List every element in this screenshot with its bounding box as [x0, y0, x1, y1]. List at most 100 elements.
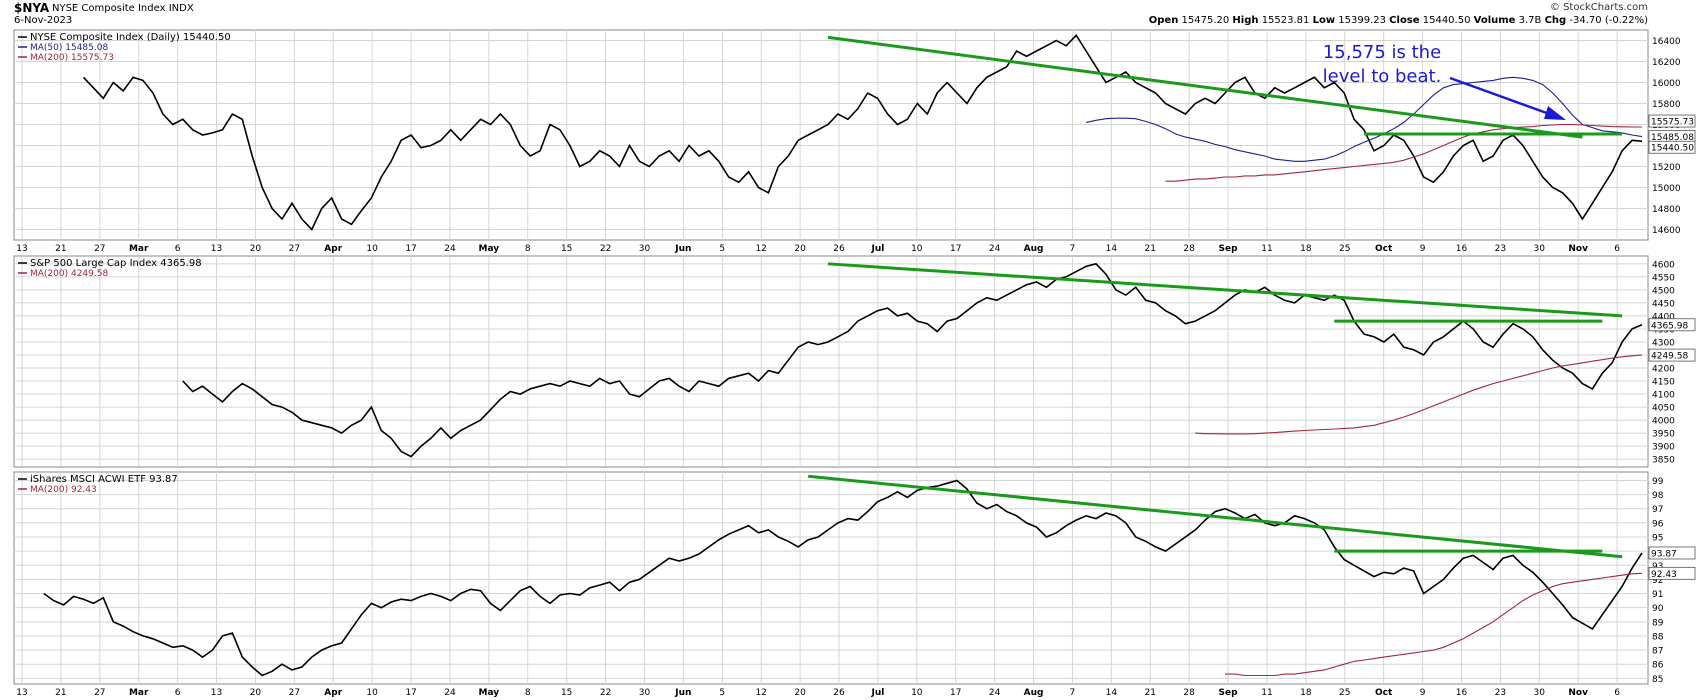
x-axis-label: 6 [1614, 244, 1620, 254]
x-axis-label: 6 [175, 244, 181, 254]
panel-frame [13, 471, 1649, 685]
y-tick-label: 16400 [1652, 37, 1681, 47]
y-tick-label: 86 [1652, 661, 1664, 671]
x-axis-label: 22 [600, 688, 611, 698]
x-axis-label: 22 [600, 244, 611, 254]
index-name-text: NYSE Composite Index [52, 3, 166, 14]
x-axis-label: 18 [1300, 244, 1312, 254]
y-tick-label: 15000 [1652, 184, 1681, 194]
trendline [827, 262, 1623, 318]
close-value: 15440.50 [1422, 15, 1471, 26]
volume-value: 3.7B [1518, 15, 1542, 26]
last-value-label: 4365.98 [1651, 321, 1688, 331]
trendline [827, 35, 1583, 139]
x-axis-label: 14 [1106, 244, 1118, 254]
moving-average-line [1195, 354, 1643, 435]
legend-entry: S&P 500 Large Cap Index 4365.98 [30, 258, 202, 269]
trendline [807, 474, 1623, 559]
x-axis-label: 27 [94, 244, 105, 254]
x-axis-label: 17 [405, 688, 416, 698]
x-axis-label: Mar [129, 244, 149, 254]
y-tick-label: 4050 [1652, 404, 1675, 414]
x-axis-label: Nov [1568, 688, 1588, 698]
ohlc-readout: Open 15475.20 High 15523.81 Low 15399.23… [1149, 15, 1648, 26]
y-tick-label: 93 [1652, 562, 1663, 572]
x-axis-label: 30 [1534, 688, 1546, 698]
chart-panel-1: 1460014800150001520015400156001580016000… [13, 29, 1696, 241]
x-axis-label: Jun [674, 688, 691, 698]
x-axis-label: 8 [525, 244, 531, 254]
x-axis-label: 24 [444, 688, 456, 698]
x-axis-label: 13 [211, 244, 222, 254]
moving-average-line [1225, 572, 1643, 677]
x-axis-label: 21 [55, 688, 66, 698]
last-value-tag [1648, 348, 1696, 362]
x-axis-label: Jun [674, 244, 691, 254]
y-tick-label: 14600 [1652, 226, 1681, 236]
x-axis-label: 12 [755, 688, 766, 698]
y-tick-label: 4550 [1652, 273, 1675, 283]
x-axis-label: Aug [1024, 244, 1044, 254]
x-axis-label: 5 [719, 244, 725, 254]
x-axis-label: 24 [989, 688, 1001, 698]
x-axis-label: 11 [1261, 244, 1272, 254]
x-axis-label: 5 [719, 688, 725, 698]
chart-date: 6-Nov-2023 [14, 15, 73, 26]
legend-entry: MA(50) 15485.08 [30, 43, 108, 53]
legend-entry: MA(200) 15575.73 [30, 53, 114, 63]
x-axis-label: 14 [1106, 688, 1118, 698]
y-tick-label: 90 [1652, 604, 1664, 614]
symbol: $NYA [14, 1, 50, 15]
x-axis-label: 18 [1300, 688, 1312, 698]
x-axis-label: 17 [950, 688, 961, 698]
x-axis-label: 7 [1070, 688, 1076, 698]
high-value: 15523.81 [1261, 15, 1310, 26]
y-tick-label: 3950 [1652, 430, 1675, 440]
moving-average-line [1085, 76, 1643, 162]
y-tick-label: 4450 [1652, 299, 1675, 309]
legend-entry: iShares MSCI ACWI ETF 93.87 [30, 474, 178, 485]
x-axis-label: 24 [989, 244, 1001, 254]
y-tick-label: 99 [1652, 477, 1664, 487]
last-value-tag [1648, 114, 1696, 128]
x-axis-label: 16 [1456, 688, 1468, 698]
last-value-label: 93.87 [1651, 549, 1677, 559]
x-axis-label: 17 [950, 244, 961, 254]
x-axis-label: 21 [1145, 688, 1156, 698]
y-tick-label: 4500 [1652, 286, 1675, 296]
chart-header: $NYA NYSE Composite Index INDX 6-Nov-202… [0, 0, 1700, 30]
y-tick-label: 95 [1652, 534, 1663, 544]
x-axis-label: 26 [833, 688, 845, 698]
x-axis-label: 20 [794, 244, 806, 254]
x-axis-label: 27 [94, 688, 105, 698]
x-axis-label: 12 [755, 244, 766, 254]
y-tick-label: 4400 [1652, 312, 1675, 322]
y-tick-label: 85 [1652, 675, 1663, 685]
y-tick-label: 15200 [1652, 163, 1681, 173]
x-axis-label: Jul [870, 688, 884, 698]
close-label: Close [1389, 15, 1420, 26]
index-name: NYSE Composite Index INDX [52, 3, 194, 14]
brand-label: © StockCharts.com [1549, 2, 1648, 13]
y-tick-label: 14800 [1652, 205, 1681, 215]
annotation-text-line-2: level to beat. [1323, 66, 1442, 87]
high-label: High [1232, 15, 1259, 26]
x-axis-label: 27 [289, 688, 300, 698]
x-axis-label: 21 [1145, 244, 1156, 254]
annotation-text-line-1: 15,575 is the [1323, 42, 1441, 63]
open-label: Open [1148, 15, 1179, 26]
exchange: INDX [168, 3, 194, 14]
y-tick-label: 15800 [1652, 100, 1681, 110]
x-axis-label: 13 [211, 688, 222, 698]
chg-label: Chg [1544, 15, 1567, 26]
x-axis-label: 21 [55, 244, 66, 254]
low-value: 15399.23 [1338, 15, 1386, 26]
y-tick-label: 4100 [1652, 391, 1675, 401]
x-axis-label: Jul [870, 244, 884, 254]
x-axis-label: 30 [639, 688, 651, 698]
x-axis-label: Mar [129, 688, 149, 698]
y-tick-label: 87 [1652, 647, 1663, 657]
chart-panel-2: 3850390039504000405041004150420042504300… [13, 255, 1696, 468]
x-axis-label: Oct [1375, 244, 1393, 254]
